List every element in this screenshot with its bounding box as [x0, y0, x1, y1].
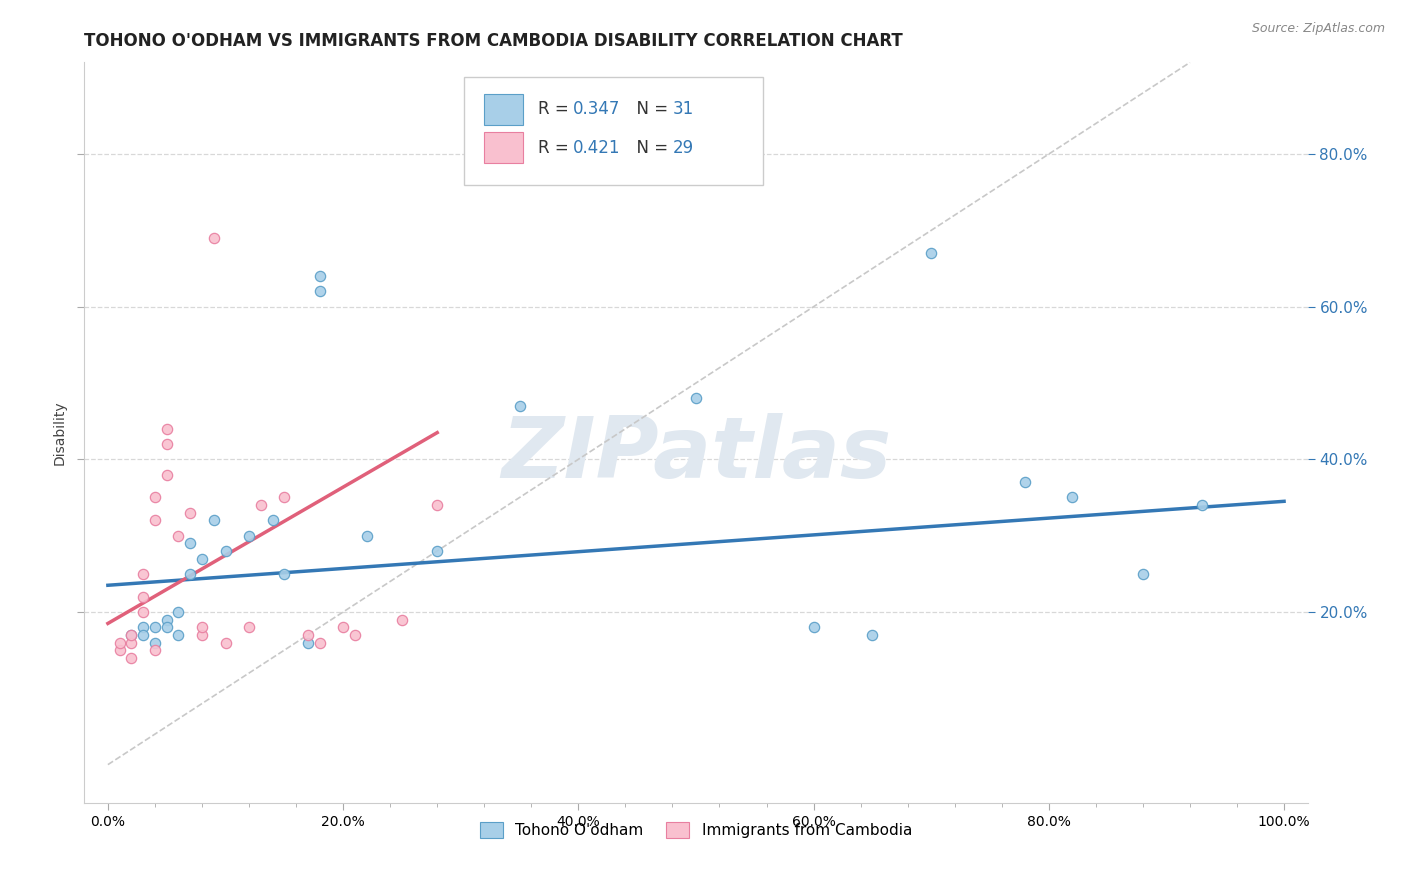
Point [179, 536, 201, 550]
Text: 0.421: 0.421 [572, 138, 620, 157]
Point [179, 566, 201, 581]
Point [167, 628, 190, 642]
Point [143, 643, 166, 657]
Point [132, 620, 155, 634]
Text: 29: 29 [672, 138, 693, 157]
Point [143, 620, 166, 634]
Point [509, 399, 531, 413]
Point [273, 566, 295, 581]
Point [143, 635, 166, 649]
Point [1132, 566, 1154, 581]
Point [156, 613, 179, 627]
Point [156, 422, 179, 436]
Point [214, 635, 236, 649]
Point [202, 231, 225, 245]
Point [120, 628, 142, 642]
Point [343, 628, 366, 642]
Point [179, 506, 201, 520]
Point [685, 391, 707, 405]
Point [132, 566, 155, 581]
Point [143, 491, 166, 505]
Point [108, 635, 131, 649]
Point [262, 513, 284, 527]
Point [332, 620, 354, 634]
Point [920, 246, 942, 260]
Point [132, 605, 155, 619]
Point [191, 620, 214, 634]
Point [1191, 498, 1213, 512]
Point [308, 269, 330, 284]
Point [426, 498, 449, 512]
Point [803, 620, 825, 634]
Text: 0.347: 0.347 [572, 100, 620, 118]
Legend: Tohono O'odham, Immigrants from Cambodia: Tohono O'odham, Immigrants from Cambodia [468, 810, 924, 851]
Text: 31: 31 [672, 100, 695, 118]
Point [860, 628, 883, 642]
Text: ZIPatlas: ZIPatlas [501, 413, 891, 496]
Point [202, 513, 225, 527]
Point [356, 529, 378, 543]
Point [238, 620, 260, 634]
Text: N =: N = [626, 138, 673, 157]
Point [156, 467, 179, 482]
Point [308, 285, 330, 299]
Point [191, 551, 214, 566]
Text: N =: N = [626, 100, 673, 118]
Point [167, 605, 190, 619]
Point [120, 635, 142, 649]
Point [426, 544, 449, 558]
FancyBboxPatch shape [484, 94, 523, 125]
Point [167, 529, 190, 543]
Point [238, 529, 260, 543]
Point [1014, 475, 1036, 490]
Point [156, 437, 179, 451]
FancyBboxPatch shape [464, 78, 763, 185]
Point [191, 628, 214, 642]
Point [132, 590, 155, 604]
Text: R =: R = [538, 138, 574, 157]
Point [132, 628, 155, 642]
Point [249, 498, 271, 512]
Point [297, 628, 319, 642]
Point [143, 513, 166, 527]
Point [391, 613, 413, 627]
Point [214, 544, 236, 558]
Point [120, 650, 142, 665]
Text: TOHONO O'ODHAM VS IMMIGRANTS FROM CAMBODIA DISABILITY CORRELATION CHART: TOHONO O'ODHAM VS IMMIGRANTS FROM CAMBOD… [84, 32, 903, 50]
Point [297, 635, 319, 649]
Text: Source: ZipAtlas.com: Source: ZipAtlas.com [1251, 22, 1385, 36]
Text: R =: R = [538, 100, 574, 118]
FancyBboxPatch shape [484, 132, 523, 163]
Y-axis label: Disability: Disability [53, 401, 67, 465]
Point [156, 620, 179, 634]
Point [273, 491, 295, 505]
Point [120, 628, 142, 642]
Point [308, 635, 330, 649]
Point [108, 643, 131, 657]
Point [1062, 491, 1084, 505]
